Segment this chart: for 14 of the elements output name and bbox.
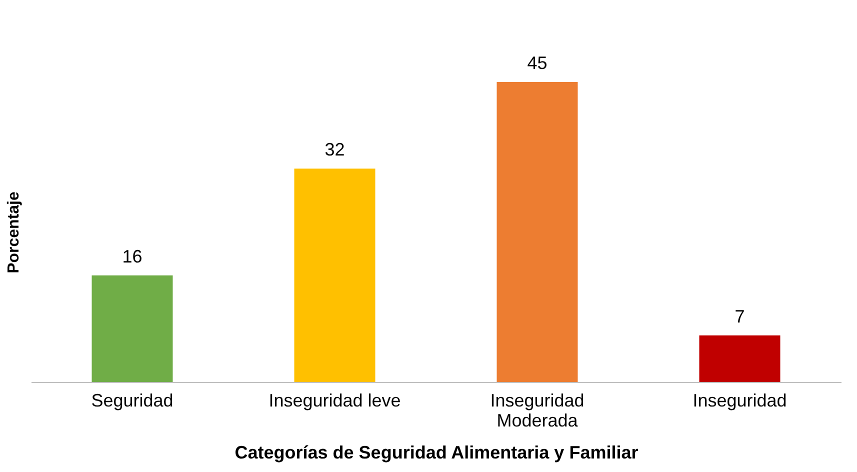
bar	[496, 82, 578, 382]
bar	[699, 335, 780, 382]
y-axis-title: Porcentaje	[6, 191, 22, 274]
x-tick-label: Inseguridad leve	[268, 390, 401, 410]
x-axis-title: Categorías de Seguridad Alimentaria y Familiar	[234, 442, 638, 462]
bar	[294, 168, 376, 382]
x-tick-label: Seguridad	[91, 390, 174, 410]
data-label: 45	[527, 53, 548, 73]
data-label: 32	[324, 140, 345, 160]
data-label: 16	[122, 246, 142, 266]
x-tick-label: Inseguridad Moderada	[490, 390, 584, 430]
bar	[92, 275, 173, 382]
data-label: 7	[734, 306, 745, 326]
x-tick-label: Inseguridad	[692, 390, 787, 410]
